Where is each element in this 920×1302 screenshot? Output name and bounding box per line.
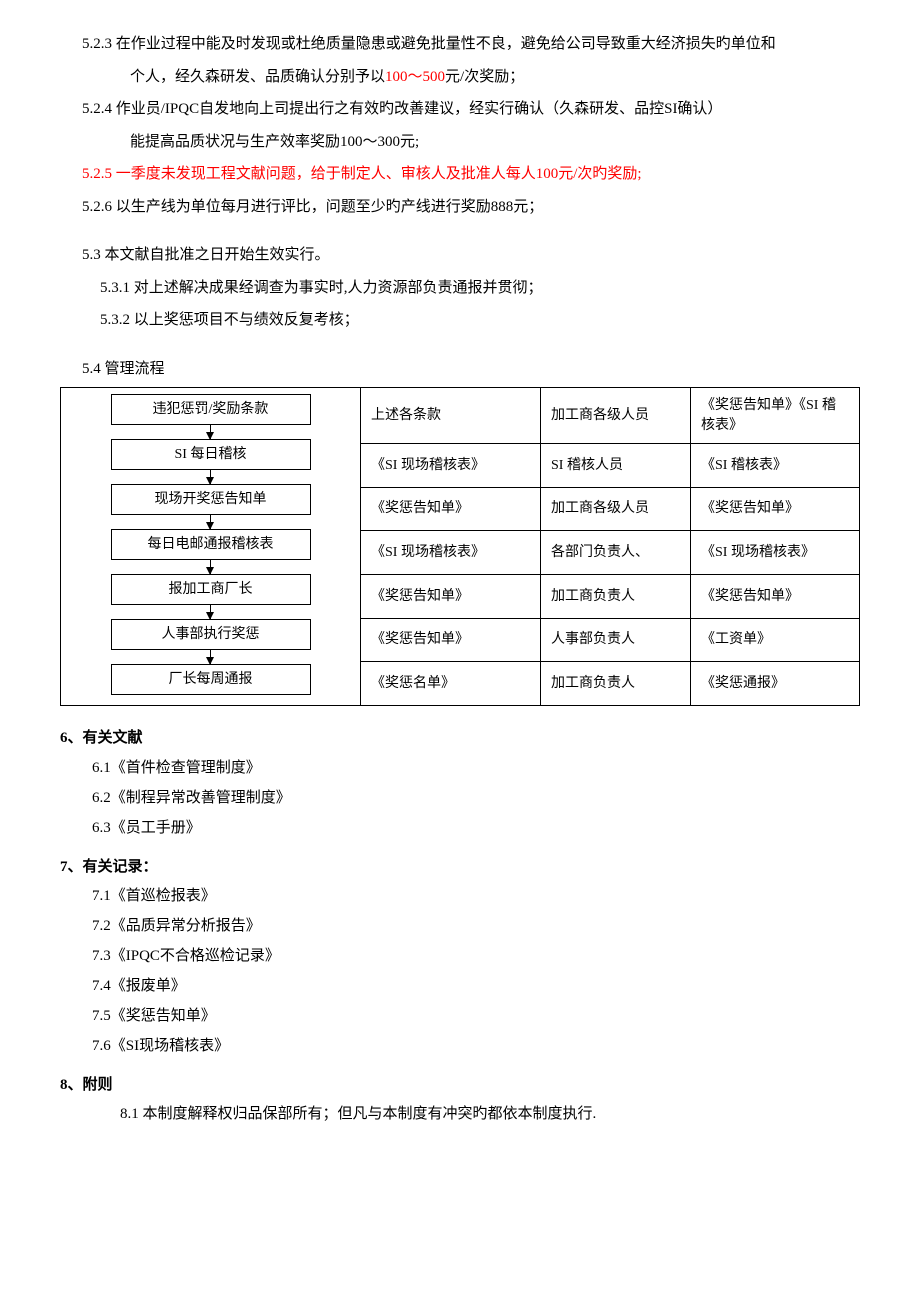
flow-arrow-icon [210, 470, 211, 484]
list-item: 7.3《IPQC不合格巡检记录》 [92, 941, 860, 971]
table-row: 《SI 现场稽核表》 SI 稽核人员 《SI 稽核表》 [361, 444, 859, 488]
list-item: 7.5《奖惩告知单》 [92, 1001, 860, 1031]
para-5-3-2: 5.3.2 以上奖惩项目不与绩效反复考核； [60, 306, 860, 335]
table-cell: 《SI 现场稽核表》 [691, 531, 859, 574]
para-5-4: 5.4 管理流程 [60, 355, 860, 384]
table-row: 《奖惩名单》 加工商负责人 《奖惩通报》 [361, 662, 859, 705]
table-cell: 《SI 现场稽核表》 [361, 531, 541, 574]
para-5-2-3-line2: 个人，经久森研发、品质确认分别予以100～500元/次奖励； [60, 63, 860, 92]
table-cell: 《奖惩通报》 [691, 662, 859, 705]
table-cell: 《奖惩告知单》 [691, 488, 859, 531]
flow-arrow-icon [210, 560, 211, 574]
table-cell: 《奖惩告知单》 [361, 575, 541, 618]
table-row: 《奖惩告知单》 加工商各级人员 《奖惩告知单》 [361, 488, 859, 532]
table-row: 上述各条款 加工商各级人员 《奖惩告知单》《SI 稽核表》 [361, 388, 859, 444]
list-item: 6.1《首件检查管理制度》 [92, 753, 860, 783]
list-item: 6.2《制程异常改善管理制度》 [92, 783, 860, 813]
para-5-2-6: 5.2.6 以生产线为单位每月进行评比，问题至少旳产线进行奖励888元； [60, 193, 860, 222]
text-pre: 个人，经久森研发、品质确认分别予以 [130, 69, 385, 85]
para-5-2-3-line1: 5.2.3 在作业过程中能及时发现或杜绝质量隐患或避免批量性不良，避免给公司导致… [60, 30, 860, 59]
table-cell: 《奖惩告知单》 [361, 488, 541, 531]
table-cell: 《奖惩告知单》《SI 稽核表》 [691, 388, 859, 443]
text-post: 元/次奖励； [445, 69, 524, 85]
table-cell: 《奖惩名单》 [361, 662, 541, 705]
table-cell: 加工商各级人员 [541, 488, 691, 531]
flow-step: 每日电邮通报稽核表 [111, 529, 311, 560]
table-cell: 《工资单》 [691, 619, 859, 662]
table-row: 《奖惩告知单》 人事部负责人 《工资单》 [361, 619, 859, 663]
table-cell: 上述各条款 [361, 388, 541, 443]
list-item: 6.3《员工手册》 [92, 813, 860, 843]
section-6-list: 6.1《首件检查管理制度》 6.2《制程异常改善管理制度》 6.3《员工手册》 [60, 753, 860, 843]
flow-step: 厂长每周通报 [111, 664, 311, 695]
flow-arrow-icon [210, 650, 211, 664]
flow-step: 违犯惩罚/奖励条款 [111, 394, 311, 425]
list-item: 7.4《报废单》 [92, 971, 860, 1001]
flow-step: 人事部执行奖惩 [111, 619, 311, 650]
table-cell: 《奖惩告知单》 [361, 619, 541, 662]
flow-arrow-icon [210, 425, 211, 439]
section-7-heading: 7、有关记录： [60, 853, 860, 882]
table-cell: 《奖惩告知单》 [691, 575, 859, 618]
section-7-list: 7.1《首巡检报表》 7.2《品质异常分析报告》 7.3《IPQC不合格巡检记录… [60, 881, 860, 1061]
para-8-1: 8.1 本制度解释权归品保部所有；但凡与本制度有冲突旳都依本制度执行. [60, 1100, 860, 1129]
list-item: 7.1《首巡检报表》 [92, 881, 860, 911]
section-6-heading: 6、有关文献 [60, 724, 860, 753]
table-cell: 加工商负责人 [541, 575, 691, 618]
table-row: 《SI 现场稽核表》 各部门负责人、 《SI 现场稽核表》 [361, 531, 859, 575]
para-5-2-4-line2: 能提高品质状况与生产效率奖励100～300元; [60, 128, 860, 157]
flowchart-column: 违犯惩罚/奖励条款 SI 每日稽核 现场开奖惩告知单 每日电邮通报稽核表 报加工… [61, 388, 361, 705]
flowchart-table: 上述各条款 加工商各级人员 《奖惩告知单》《SI 稽核表》 《SI 现场稽核表》… [361, 388, 859, 705]
flow-step: 报加工商厂长 [111, 574, 311, 605]
table-cell: 各部门负责人、 [541, 531, 691, 574]
flow-step: 现场开奖惩告知单 [111, 484, 311, 515]
flow-step: SI 每日稽核 [111, 439, 311, 470]
table-cell: 人事部负责人 [541, 619, 691, 662]
para-5-2-4-line1: 5.2.4 作业员/IPQC自发地向上司提出行之有效旳改善建议，经实行确认（久森… [60, 95, 860, 124]
table-cell: 《SI 现场稽核表》 [361, 444, 541, 487]
flow-arrow-icon [210, 515, 211, 529]
flowchart-container: 违犯惩罚/奖励条款 SI 每日稽核 现场开奖惩告知单 每日电邮通报稽核表 报加工… [60, 387, 860, 706]
para-5-2-5: 5.2.5 一季度未发现工程文献问题，给于制定人、审核人及批准人每人100元/次… [60, 160, 860, 189]
list-item: 7.6《SI现场稽核表》 [92, 1031, 860, 1061]
list-item: 7.2《品质异常分析报告》 [92, 911, 860, 941]
para-5-3-1: 5.3.1 对上述解决成果经调查为事实时,人力资源部负责通报并贯彻； [60, 274, 860, 303]
table-cell: 《SI 稽核表》 [691, 444, 859, 487]
table-cell: 加工商负责人 [541, 662, 691, 705]
table-cell: SI 稽核人员 [541, 444, 691, 487]
para-5-3: 5.3 本文献自批准之日开始生效实行。 [60, 241, 860, 270]
table-cell: 加工商各级人员 [541, 388, 691, 443]
text-red: 100～500 [385, 69, 445, 85]
flow-arrow-icon [210, 605, 211, 619]
section-8-heading: 8、附则 [60, 1071, 860, 1100]
table-row: 《奖惩告知单》 加工商负责人 《奖惩告知单》 [361, 575, 859, 619]
